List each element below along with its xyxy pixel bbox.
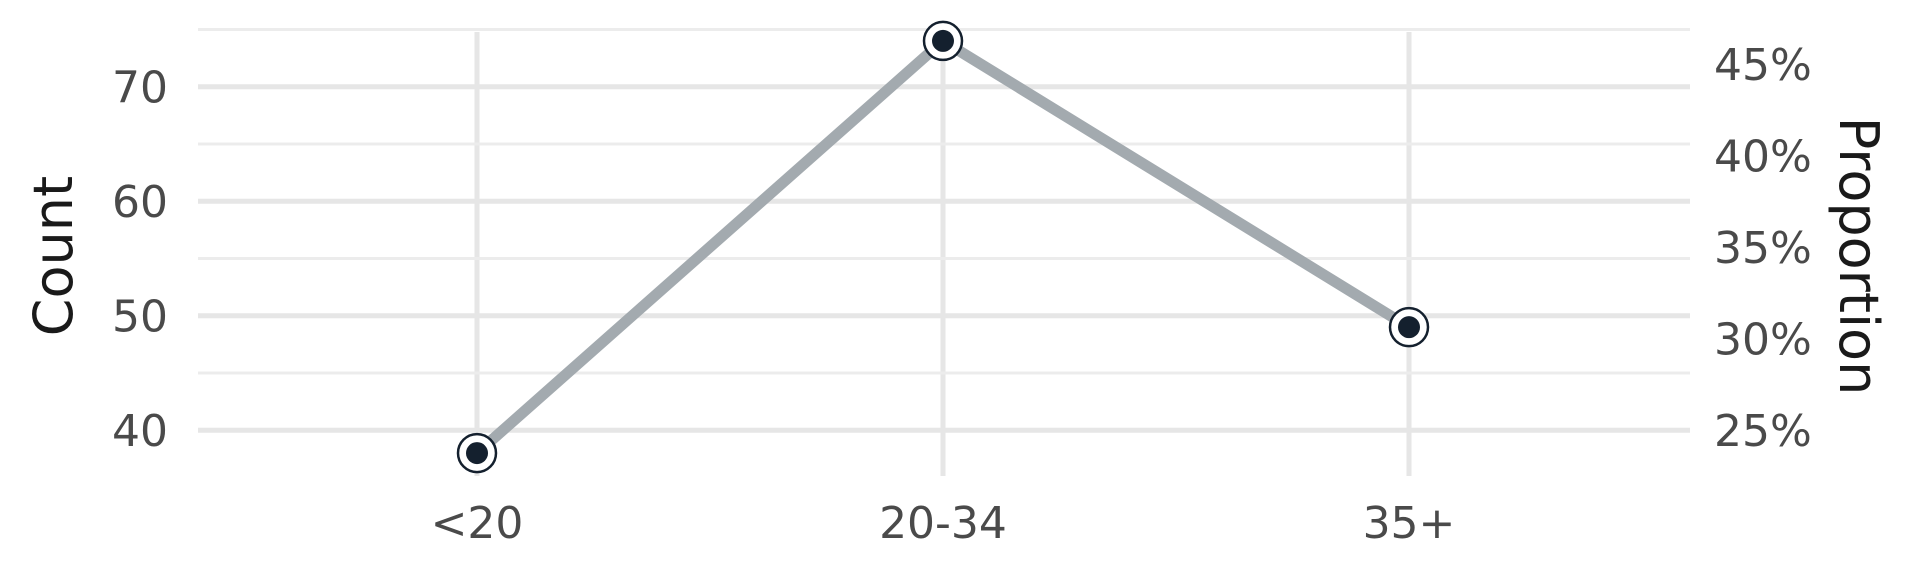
y-right-tick-label-1: 30% bbox=[1714, 315, 1812, 366]
points-layer bbox=[456, 20, 1430, 474]
y-right-tick-label-0: 25% bbox=[1714, 406, 1812, 457]
x-tick-label-2: 35+ bbox=[1363, 498, 1456, 549]
data-point-dot-0 bbox=[466, 442, 488, 465]
y-right-tick-label-3: 40% bbox=[1714, 131, 1812, 182]
y-axis-title-right: Proportion bbox=[1827, 117, 1890, 396]
y-tick-label-0: 40 bbox=[112, 406, 168, 457]
data-point-dot-2 bbox=[1398, 316, 1420, 339]
x-tick-label-0: <20 bbox=[431, 498, 524, 549]
y-right-tick-label-2: 35% bbox=[1714, 223, 1812, 274]
data-point-1 bbox=[922, 20, 964, 62]
y-tick-label-3: 70 bbox=[112, 63, 168, 114]
grid-lines bbox=[198, 27, 1690, 476]
y-tick-label-1: 50 bbox=[112, 292, 168, 343]
tick-labels: 40 50 60 70 25% 30% 35% 40% 45% <20 20-34 35+ bbox=[112, 40, 1812, 549]
x-tick-label-1: 20-34 bbox=[879, 498, 1007, 549]
data-point-dot-1 bbox=[932, 29, 954, 52]
y-right-tick-label-4: 45% bbox=[1714, 40, 1812, 91]
data-point-2 bbox=[1388, 306, 1430, 348]
y-axis-title: Count bbox=[22, 176, 85, 336]
data-point-0 bbox=[456, 432, 498, 474]
y-tick-label-2: 60 bbox=[112, 177, 168, 228]
